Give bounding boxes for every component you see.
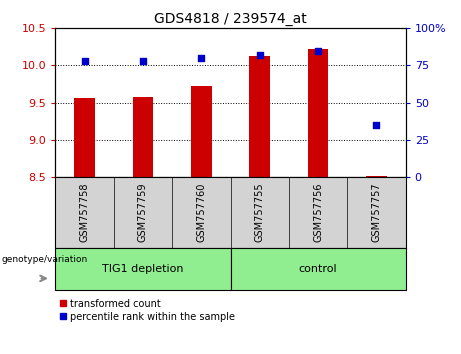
Legend: transformed count, percentile rank within the sample: transformed count, percentile rank withi…: [60, 299, 235, 321]
Bar: [191, 86, 212, 177]
Text: GSM757756: GSM757756: [313, 183, 323, 242]
Bar: [308, 49, 328, 177]
Text: GSM757755: GSM757755: [254, 183, 265, 242]
Point: [373, 122, 380, 128]
Point: [314, 48, 322, 53]
Text: control: control: [299, 264, 337, 274]
Text: genotype/variation: genotype/variation: [1, 255, 87, 264]
Point: [256, 52, 263, 58]
Text: GSM757758: GSM757758: [79, 183, 89, 242]
Bar: [249, 56, 270, 177]
Point: [81, 58, 88, 64]
Bar: [74, 98, 95, 177]
Bar: [230, 248, 406, 290]
Point: [139, 58, 147, 64]
Title: GDS4818 / 239574_at: GDS4818 / 239574_at: [154, 12, 307, 26]
Text: TIG1 depletion: TIG1 depletion: [102, 264, 183, 274]
Text: GSM757760: GSM757760: [196, 183, 207, 242]
Bar: [366, 176, 387, 177]
Point: [198, 55, 205, 61]
Bar: [55, 248, 230, 290]
Text: GSM757759: GSM757759: [138, 183, 148, 242]
Bar: [133, 97, 153, 177]
Text: GSM757757: GSM757757: [372, 183, 382, 242]
